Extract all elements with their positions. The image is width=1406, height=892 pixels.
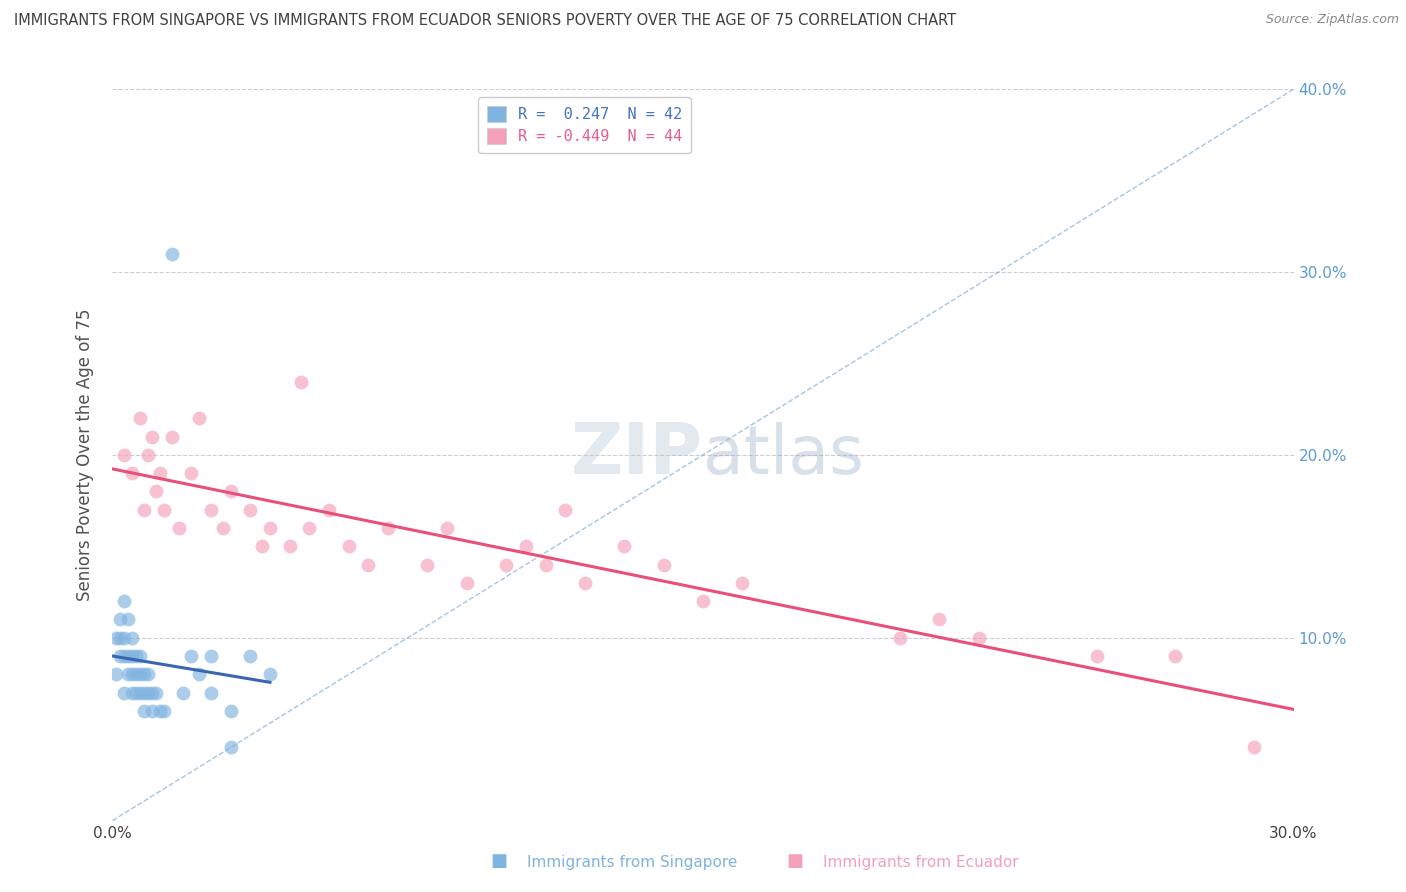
Point <box>200 649 222 664</box>
Point <box>132 685 155 699</box>
Point <box>967 631 990 645</box>
Point <box>219 704 242 718</box>
Point <box>928 613 950 627</box>
Point <box>141 685 163 699</box>
Point <box>357 558 380 572</box>
Point <box>145 484 167 499</box>
Point <box>534 558 557 572</box>
Text: Source: ZipAtlas.com: Source: ZipAtlas.com <box>1265 13 1399 27</box>
Point <box>145 685 167 699</box>
Point <box>219 740 242 755</box>
Point <box>416 558 439 572</box>
Text: Immigrants from Singapore: Immigrants from Singapore <box>527 855 738 870</box>
Point <box>105 631 128 645</box>
Point <box>160 430 183 444</box>
Point <box>318 502 340 516</box>
Point <box>436 521 458 535</box>
Point <box>136 667 159 681</box>
Point <box>731 576 754 591</box>
Point <box>278 539 301 553</box>
Point <box>149 704 172 718</box>
Point <box>136 685 159 699</box>
Point <box>1164 649 1187 664</box>
Point <box>141 430 163 444</box>
Point <box>259 521 281 535</box>
Point <box>613 539 636 553</box>
Text: Immigrants from Ecuador: Immigrants from Ecuador <box>823 855 1018 870</box>
Point <box>132 704 155 718</box>
Point <box>132 502 155 516</box>
Point <box>554 502 576 516</box>
Point <box>129 649 152 664</box>
Point <box>377 521 399 535</box>
Point <box>141 704 163 718</box>
Text: atlas: atlas <box>703 422 863 488</box>
Point <box>129 411 152 425</box>
Point <box>889 631 911 645</box>
Point <box>136 448 159 462</box>
Point <box>129 667 152 681</box>
Point <box>121 685 143 699</box>
Point <box>290 375 312 389</box>
Point <box>117 667 139 681</box>
Legend: R =  0.247  N = 42, R = -0.449  N = 44: R = 0.247 N = 42, R = -0.449 N = 44 <box>478 97 692 153</box>
Point <box>652 558 675 572</box>
Point <box>121 631 143 645</box>
Point <box>188 667 211 681</box>
Point <box>250 539 273 553</box>
Point <box>1243 740 1265 755</box>
Point <box>456 576 478 591</box>
Text: IMMIGRANTS FROM SINGAPORE VS IMMIGRANTS FROM ECUADOR SENIORS POVERTY OVER THE AG: IMMIGRANTS FROM SINGAPORE VS IMMIGRANTS … <box>14 13 956 29</box>
Point <box>200 685 222 699</box>
Text: ZIP: ZIP <box>571 420 703 490</box>
Point <box>152 502 174 516</box>
Point <box>110 613 132 627</box>
Point <box>337 539 360 553</box>
Point <box>188 411 211 425</box>
Point <box>117 649 139 664</box>
Point <box>152 704 174 718</box>
Point <box>117 613 139 627</box>
Point <box>574 576 596 591</box>
Text: ■: ■ <box>786 852 803 870</box>
Point <box>125 685 148 699</box>
Point <box>180 466 202 480</box>
Point <box>110 631 132 645</box>
Point <box>259 667 281 681</box>
Point <box>298 521 321 535</box>
Point <box>125 649 148 664</box>
Point <box>515 539 537 553</box>
Point <box>239 649 262 664</box>
Point <box>239 502 262 516</box>
Point <box>692 594 714 608</box>
Point <box>132 667 155 681</box>
Point <box>112 685 135 699</box>
Point <box>105 667 128 681</box>
Point <box>160 246 183 260</box>
Point <box>121 466 143 480</box>
Text: ■: ■ <box>491 852 508 870</box>
Y-axis label: Seniors Poverty Over the Age of 75: Seniors Poverty Over the Age of 75 <box>76 309 94 601</box>
Point <box>112 594 135 608</box>
Point <box>1085 649 1108 664</box>
Point <box>121 667 143 681</box>
Point <box>112 649 135 664</box>
Point <box>172 685 194 699</box>
Point <box>129 685 152 699</box>
Point <box>169 521 191 535</box>
Point <box>121 649 143 664</box>
Point <box>495 558 517 572</box>
Point <box>211 521 233 535</box>
Point <box>112 448 135 462</box>
Point <box>219 484 242 499</box>
Point <box>200 502 222 516</box>
Point <box>125 667 148 681</box>
Point <box>110 649 132 664</box>
Point <box>112 631 135 645</box>
Point <box>149 466 172 480</box>
Point <box>180 649 202 664</box>
